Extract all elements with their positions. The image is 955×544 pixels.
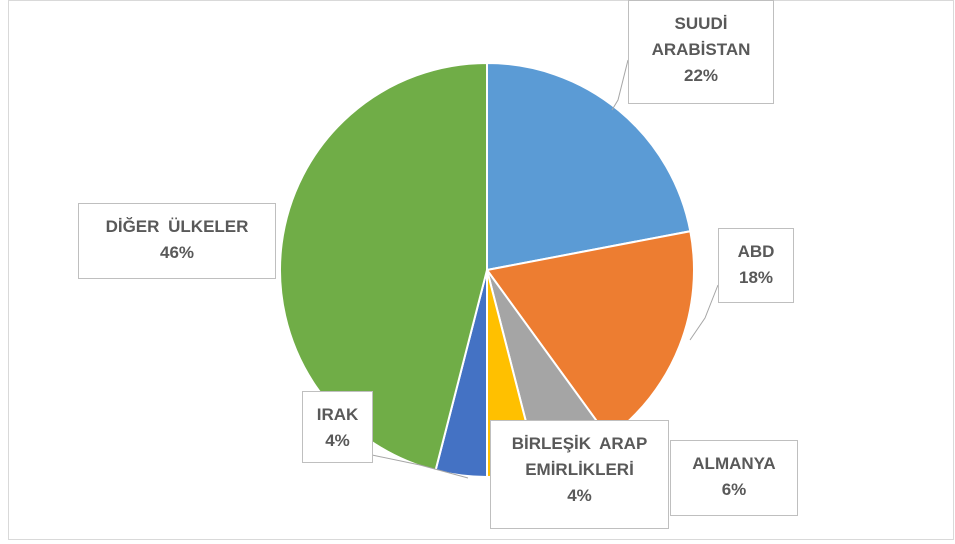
category-label: DİĞER ÜLKELER xyxy=(105,217,249,236)
leader-line xyxy=(371,454,469,479)
value-label: 4% xyxy=(567,486,592,505)
data-label: DİĞER ÜLKELER 46% xyxy=(78,203,276,279)
slices xyxy=(279,61,695,479)
data-label: IRAK 4% xyxy=(302,391,373,463)
value-label: 22% xyxy=(683,66,719,85)
data-label: ALMANYA 6% xyxy=(670,440,798,516)
category-label: IRAK xyxy=(316,405,359,424)
category-label: SUUDİ ARABİSTAN xyxy=(651,14,751,59)
data-label: BİRLEŞİK ARAP EMİRLİKLERİ 4% xyxy=(490,420,669,529)
value-label: 46% xyxy=(159,243,195,262)
data-label: ABD 18% xyxy=(718,228,794,303)
value-label: 6% xyxy=(721,480,747,499)
pie-slice xyxy=(486,61,692,272)
data-label: SUUDİ ARABİSTAN 22% xyxy=(628,0,774,104)
leader-line xyxy=(689,284,719,341)
value-label: 18% xyxy=(738,268,774,287)
category-label: ALMANYA xyxy=(692,454,776,473)
chart-border xyxy=(8,0,954,540)
category-label: BİRLEŞİK ARAP EMİRLİKLERİ xyxy=(511,434,648,479)
category-label: ABD xyxy=(737,242,775,261)
leader-line xyxy=(611,59,629,111)
value-label: 4% xyxy=(325,431,350,450)
